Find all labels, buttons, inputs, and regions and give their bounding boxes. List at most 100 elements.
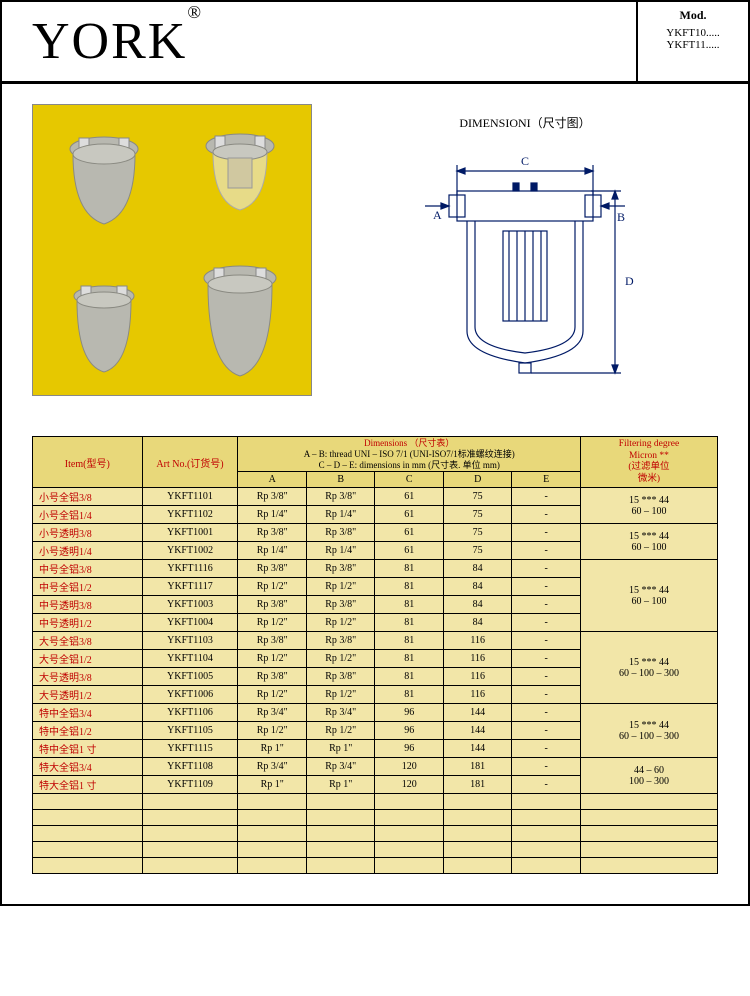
cell-a: Rp 3/8" (238, 560, 306, 578)
table-row-blank (33, 794, 718, 810)
cell-a: Rp 3/8" (238, 488, 306, 506)
cell-item: 中号全铝3/8 (33, 560, 143, 578)
table-row-blank (33, 858, 718, 874)
cell-item: 中号透明1/2 (33, 614, 143, 632)
cell-c: 81 (375, 668, 443, 686)
cell-c: 96 (375, 704, 443, 722)
cell-e: - (512, 704, 581, 722)
cell-art: YKFT1115 (142, 740, 238, 758)
cell-d: 181 (443, 758, 511, 776)
cell-d: 116 (443, 668, 511, 686)
cell-b: Rp 3/8" (306, 668, 374, 686)
cell-art: YKFT1105 (142, 722, 238, 740)
top-row: DIMENSIONI（尺寸图） (32, 104, 718, 396)
cell-a: Rp 1/2" (238, 650, 306, 668)
cell-d: 84 (443, 614, 511, 632)
cell-d: 116 (443, 686, 511, 704)
cell-filter: 15 *** 4460 – 100 – 300 (580, 632, 717, 704)
cell-c: 81 (375, 614, 443, 632)
cell-b: Rp 1/2" (306, 650, 374, 668)
product-photo-4 (173, 251, 307, 391)
cell-d: 75 (443, 506, 511, 524)
cell-a: Rp 3/4" (238, 758, 306, 776)
cell-art: YKFT1106 (142, 704, 238, 722)
header: YORK® Mod. YKFT10..... YKFT11..... (2, 2, 748, 84)
cell-a: Rp 1" (238, 740, 306, 758)
model-title: Mod. (642, 8, 744, 23)
table-row: 特中全铝3/4YKFT1106Rp 3/4"Rp 3/4"96144-15 **… (33, 704, 718, 722)
cell-d: 75 (443, 488, 511, 506)
head-b: B (306, 472, 374, 488)
head-dimensions: Dimensions （尺寸表） A – B: thread UNI – ISO… (238, 437, 580, 472)
model-line-1: YKFT11..... (642, 39, 744, 51)
cell-e: - (512, 740, 581, 758)
cell-filter: 15 *** 4460 – 100 – 300 (580, 704, 717, 758)
spec-table-wrap: Item(型号) Art No.(订货号) Dimensions （尺寸表） A… (32, 436, 718, 874)
cell-c: 81 (375, 560, 443, 578)
cell-item: 特中全铝1 寸 (33, 740, 143, 758)
product-photo-2 (173, 109, 307, 249)
cell-b: Rp 3/4" (306, 758, 374, 776)
cell-a: Rp 3/8" (238, 632, 306, 650)
cell-b: Rp 1/2" (306, 686, 374, 704)
cell-item: 小号全铝1/4 (33, 506, 143, 524)
cell-d: 84 (443, 560, 511, 578)
cell-c: 61 (375, 542, 443, 560)
cell-art: YKFT1102 (142, 506, 238, 524)
cell-b: Rp 1" (306, 740, 374, 758)
cell-art: YKFT1108 (142, 758, 238, 776)
cell-e: - (512, 758, 581, 776)
dim-label-d: D (625, 274, 634, 288)
cell-art: YKFT1003 (142, 596, 238, 614)
cell-d: 75 (443, 542, 511, 560)
cell-a: Rp 3/8" (238, 668, 306, 686)
table-row: 小号透明3/8YKFT1001Rp 3/8"Rp 3/8"6175-15 ***… (33, 524, 718, 542)
cell-c: 61 (375, 506, 443, 524)
cell-a: Rp 3/8" (238, 524, 306, 542)
cell-a: Rp 1/2" (238, 686, 306, 704)
head-art: Art No.(订货号) (142, 437, 238, 488)
cell-e: - (512, 776, 581, 794)
filter-icon (195, 124, 285, 234)
cell-c: 61 (375, 524, 443, 542)
head-d: D (443, 472, 511, 488)
cell-d: 144 (443, 722, 511, 740)
cell-art: YKFT1101 (142, 488, 238, 506)
cell-b: Rp 3/8" (306, 524, 374, 542)
cell-e: - (512, 560, 581, 578)
cell-item: 大号透明1/2 (33, 686, 143, 704)
cell-art: YKFT1116 (142, 560, 238, 578)
dimension-diagram: A B C D (395, 151, 655, 381)
cell-c: 81 (375, 686, 443, 704)
cell-e: - (512, 614, 581, 632)
cell-e: - (512, 542, 581, 560)
cell-filter: 15 *** 4460 – 100 (580, 488, 717, 524)
cell-item: 特中全铝1/2 (33, 722, 143, 740)
filter-icon (190, 256, 290, 386)
cell-e: - (512, 686, 581, 704)
head-e: E (512, 472, 581, 488)
cell-c: 96 (375, 740, 443, 758)
cell-e: - (512, 524, 581, 542)
model-cell: Mod. YKFT10..... YKFT11..... (638, 2, 748, 81)
table-row-blank (33, 810, 718, 826)
cell-item: 小号全铝3/8 (33, 488, 143, 506)
cell-d: 84 (443, 596, 511, 614)
cell-e: - (512, 650, 581, 668)
cell-d: 75 (443, 524, 511, 542)
cell-a: Rp 1/2" (238, 722, 306, 740)
cell-d: 181 (443, 776, 511, 794)
cell-item: 大号全铝1/2 (33, 650, 143, 668)
content: DIMENSIONI（尺寸图） (2, 84, 748, 904)
cell-item: 大号全铝3/8 (33, 632, 143, 650)
table-row: 大号全铝3/8YKFT1103Rp 3/8"Rp 3/8"81116-15 **… (33, 632, 718, 650)
cell-c: 120 (375, 758, 443, 776)
cell-d: 144 (443, 704, 511, 722)
cell-c: 81 (375, 650, 443, 668)
cell-d: 116 (443, 632, 511, 650)
cell-filter: 15 *** 4460 – 100 (580, 524, 717, 560)
dim-label-c: C (521, 154, 529, 168)
head-c: C (375, 472, 443, 488)
cell-b: Rp 3/8" (306, 596, 374, 614)
cell-a: Rp 1/2" (238, 578, 306, 596)
